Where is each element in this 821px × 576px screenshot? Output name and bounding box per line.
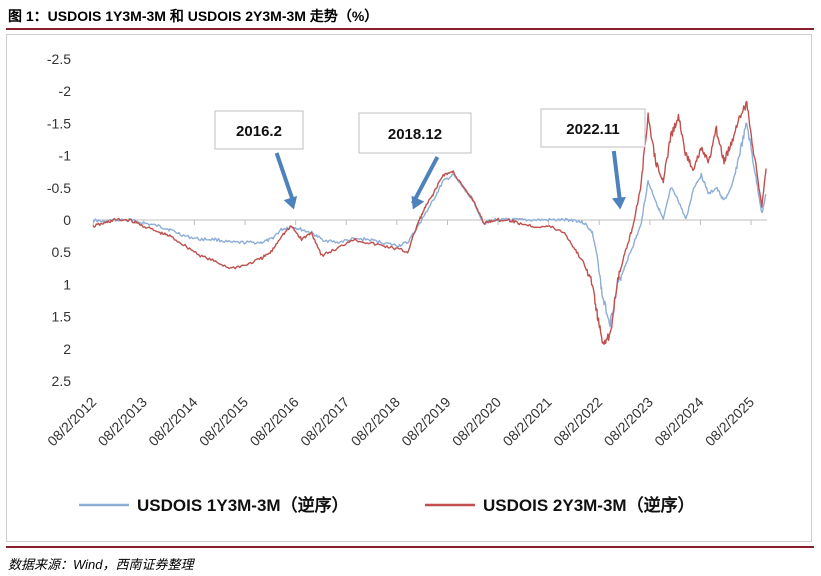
annotation-arrow-shaft <box>411 156 440 205</box>
y-tick-label: 2 <box>63 341 71 357</box>
x-tick-label: 08/2/2019 <box>398 394 454 450</box>
source-note: 数据来源：Wind，西南证券整理 <box>8 557 194 572</box>
x-tick-label: 08/2/2016 <box>246 394 302 450</box>
x-tick-label: 08/2/2014 <box>145 394 201 450</box>
top-rule <box>6 28 814 30</box>
y-tick-label: -1.5 <box>47 115 71 131</box>
y-tick-label: 0 <box>63 212 71 228</box>
axis-layer: -2.5-2-1.5-1-0.500.511.522.508/2/201208/… <box>44 51 767 449</box>
x-tick-label: 08/2/2025 <box>702 394 758 450</box>
annotation-box <box>214 110 304 150</box>
y-tick-label: 1 <box>63 276 71 292</box>
y-tick-label: -1 <box>59 148 72 164</box>
y-tick-label: -2 <box>59 83 72 99</box>
x-tick-label: 08/2/2015 <box>196 394 252 450</box>
x-tick-label: 08/2/2020 <box>449 394 505 450</box>
legend-label-1y3m: USDOIS 1Y3M-3M（逆序） <box>137 495 349 515</box>
x-tick-label: 08/2/2013 <box>95 394 151 450</box>
y-tick-label: -2.5 <box>47 51 71 67</box>
y-tick-label: -0.5 <box>47 180 71 196</box>
x-tick-label: 08/2/2017 <box>297 394 353 450</box>
chart-frame: -2.5 -2 -1.5 -1 -0.5 0 0.5 1 1.5 2 2.5 08/2/2012 08/… <box>6 34 812 542</box>
annotation-arrow-shaft <box>611 150 623 204</box>
annotation-arrow-head <box>411 195 425 210</box>
annotation-arrow-shaft <box>274 152 296 205</box>
x-tick-label: 08/2/2012 <box>44 394 100 450</box>
legend-label-2y3m: USDOIS 2Y3M-3M（逆序） <box>483 495 695 515</box>
annotation-label: 2018.12 <box>388 126 442 143</box>
line-chart: -2.5-2-1.5-1-0.500.511.522.508/2/201208/… <box>44 51 767 515</box>
bottom-rule <box>6 546 814 548</box>
x-tick-label: 08/2/2022 <box>550 394 606 450</box>
annotation-box <box>540 108 646 148</box>
series-line-2y3m <box>92 100 767 345</box>
y-tick-label: 1.5 <box>52 309 72 325</box>
series-line-1y3m <box>92 122 767 328</box>
series-layer <box>92 100 767 345</box>
x-tick-label: 08/2/2023 <box>601 394 657 450</box>
annotation-box <box>358 112 472 154</box>
x-tick-label: 08/2/2018 <box>348 394 404 450</box>
y-tick-label: 2.5 <box>52 373 72 389</box>
annotation-arrow-head <box>283 196 298 210</box>
chart-title: 图 1：USDOIS 1Y3M-3M 和 USDOIS 2Y3M-3M 走势（%… <box>8 8 379 24</box>
x-tick-label: 08/2/2024 <box>651 394 707 450</box>
annotation-arrow-head <box>611 196 626 210</box>
y-tick-label: 0.5 <box>52 244 72 260</box>
annotation-label: 2016.2 <box>236 123 282 140</box>
annotation-label: 2022.11 <box>566 121 619 138</box>
legend: USDOIS 1Y3M-3M（逆序） USDOIS 2Y3M-3M（逆序） <box>79 495 695 515</box>
x-tick-label: 08/2/2021 <box>499 394 555 450</box>
annotation-layer: 2016.2 2018.12 2022.11 <box>214 108 646 210</box>
